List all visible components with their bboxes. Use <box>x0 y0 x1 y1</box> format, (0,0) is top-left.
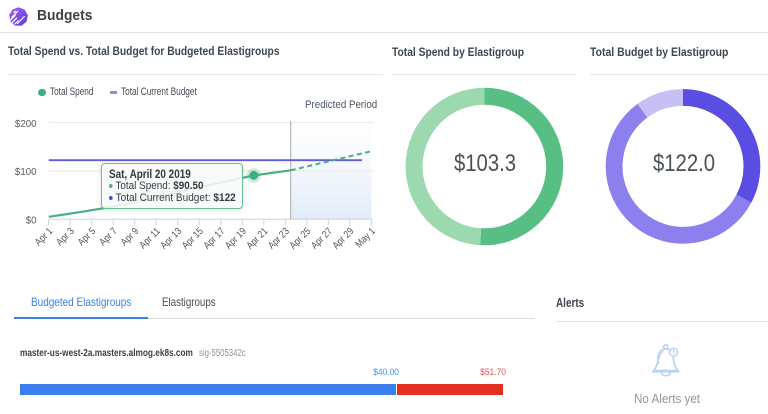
svg-text:Apr 29: Apr 29 <box>330 226 355 251</box>
svg-text:Apr 25: Apr 25 <box>287 226 312 251</box>
svg-text:Apr 17: Apr 17 <box>201 226 226 251</box>
svg-text:$200: $200 <box>15 119 37 130</box>
svg-text:Apr 15: Apr 15 <box>180 226 205 251</box>
svg-text:Apr 19: Apr 19 <box>223 226 248 251</box>
svg-text:Apr 11: Apr 11 <box>137 226 162 251</box>
svg-text:Apr 7: Apr 7 <box>97 226 119 248</box>
svg-text:Apr 1: Apr 1 <box>33 226 55 248</box>
svg-text:Apr 5: Apr 5 <box>76 226 98 248</box>
svg-text:May 1: May 1 <box>353 226 377 250</box>
svg-text:Apr 21: Apr 21 <box>244 226 269 251</box>
svg-text:Apr 3: Apr 3 <box>54 226 76 248</box>
svg-text:$100: $100 <box>15 167 37 178</box>
svg-text:Apr 27: Apr 27 <box>309 226 334 251</box>
svg-text:Apr 23: Apr 23 <box>266 226 291 251</box>
svg-text:$0: $0 <box>26 215 37 226</box>
svg-text:Apr 13: Apr 13 <box>158 226 183 251</box>
